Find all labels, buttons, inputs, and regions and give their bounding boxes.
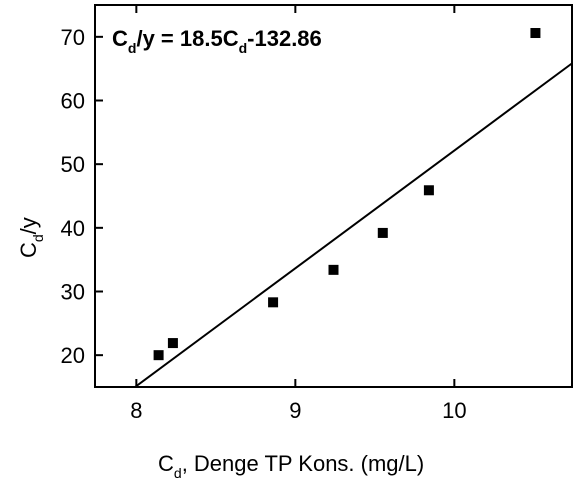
y-tick-label: 40: [61, 216, 85, 241]
x-tick-label: 8: [130, 398, 142, 423]
plot-frame: [94, 4, 573, 388]
y-label-part: d: [30, 234, 46, 242]
x-label-part: , Denge TP Kons. (mg/L): [182, 451, 425, 476]
equation-part: d: [239, 40, 248, 56]
point: [153, 350, 164, 361]
equation-part: -132.86: [247, 26, 322, 51]
y-axis-label: Cd/y: [16, 217, 46, 258]
y-tick-label: 30: [61, 280, 85, 305]
x-tick-label: 9: [289, 398, 301, 423]
point: [268, 297, 279, 308]
point: [423, 185, 434, 196]
point: [167, 338, 178, 349]
y-tick-label: 20: [61, 343, 85, 368]
y-label-part: /y: [16, 217, 41, 234]
equation-part: C: [112, 26, 128, 51]
x-axis-label: Cd, Denge TP Kons. (mg/L): [158, 451, 424, 481]
y-label-part: C: [16, 242, 41, 258]
x-label-part: C: [158, 451, 174, 476]
x-label-part: d: [174, 465, 182, 481]
equation-part: d: [128, 40, 137, 56]
point: [530, 28, 541, 39]
fit-line: [134, 62, 573, 389]
equation-part: /y = 18.5C: [136, 26, 238, 51]
y-tick-label: 60: [61, 89, 85, 114]
x-tick-label: 10: [442, 398, 466, 423]
point: [328, 264, 339, 275]
point: [377, 227, 388, 238]
y-tick-label: 70: [61, 25, 85, 50]
y-tick-label: 50: [61, 152, 85, 177]
equation: Cd/y = 18.5Cd-132.86: [112, 26, 322, 56]
